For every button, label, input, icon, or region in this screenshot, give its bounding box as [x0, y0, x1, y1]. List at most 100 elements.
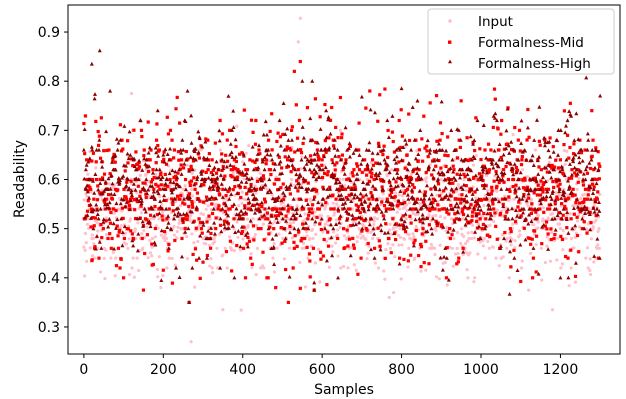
data-point — [334, 222, 339, 226]
data-point — [366, 207, 371, 212]
data-point — [315, 162, 319, 167]
data-point — [361, 180, 366, 184]
data-point — [550, 230, 554, 235]
data-point — [319, 147, 324, 152]
data-point — [375, 217, 379, 221]
data-point — [595, 177, 599, 182]
data-point — [278, 211, 282, 215]
data-point — [209, 231, 213, 236]
data-point — [450, 233, 454, 237]
x-axis: 0 200 400 600 800 1000 1200 — [79, 354, 578, 378]
data-point — [384, 248, 388, 252]
data-point — [240, 170, 245, 174]
data-point — [354, 147, 359, 152]
data-point — [589, 272, 593, 277]
data-point — [126, 227, 130, 231]
data-point — [350, 213, 355, 217]
data-point — [548, 207, 552, 211]
data-point — [121, 197, 126, 202]
data-point — [264, 162, 268, 166]
data-point — [208, 217, 212, 221]
data-point — [212, 177, 217, 182]
data-point — [493, 211, 497, 215]
data-point — [495, 208, 499, 212]
data-point — [316, 247, 321, 251]
data-point — [305, 245, 309, 249]
data-point — [437, 158, 441, 163]
data-point — [161, 152, 166, 157]
data-point — [394, 191, 398, 195]
data-point — [346, 146, 351, 151]
data-point — [538, 143, 542, 147]
data-point — [495, 177, 500, 182]
data-point — [258, 208, 263, 213]
data-point — [121, 147, 125, 151]
data-point — [112, 152, 116, 157]
data-point — [260, 215, 264, 219]
data-point — [419, 245, 424, 249]
data-point — [206, 168, 210, 172]
data-point — [585, 171, 590, 175]
data-point — [415, 177, 419, 182]
data-point — [154, 138, 159, 142]
data-point — [365, 165, 370, 169]
data-point — [106, 193, 111, 197]
data-point — [81, 147, 86, 152]
data-point — [172, 212, 177, 217]
data-point — [184, 149, 188, 154]
data-point — [416, 152, 421, 157]
data-point — [530, 202, 534, 206]
data-point — [232, 202, 236, 207]
data-point — [346, 244, 350, 248]
data-point — [88, 202, 93, 207]
data-point — [400, 223, 404, 227]
data-point — [279, 202, 283, 206]
data-point — [400, 201, 405, 206]
data-point — [597, 177, 601, 181]
data-point — [144, 157, 149, 162]
data-point — [442, 195, 447, 200]
data-point — [318, 115, 322, 119]
data-point — [357, 168, 362, 172]
data-point — [219, 229, 224, 234]
data-point — [145, 225, 149, 229]
data-point — [434, 164, 438, 168]
data-point — [249, 176, 254, 181]
data-point — [511, 172, 516, 177]
data-point — [351, 195, 356, 200]
data-point — [152, 240, 157, 245]
data-point — [331, 175, 336, 180]
data-point — [163, 172, 167, 177]
data-point — [495, 189, 499, 193]
data-point — [481, 244, 485, 248]
data-point — [459, 99, 463, 103]
data-point — [118, 201, 123, 206]
data-point — [357, 196, 362, 201]
data-point — [209, 171, 213, 175]
data-point — [305, 157, 310, 162]
data-point — [383, 277, 387, 281]
data-point — [183, 187, 188, 192]
data-point — [303, 154, 308, 159]
data-point — [95, 212, 100, 217]
data-point — [512, 162, 517, 166]
data-point — [589, 221, 593, 225]
data-point — [335, 233, 339, 237]
data-point — [347, 237, 352, 241]
data-point — [387, 236, 391, 241]
data-point — [137, 268, 141, 273]
data-point — [360, 229, 364, 233]
data-point — [172, 233, 177, 237]
data-point — [511, 177, 516, 182]
data-point — [252, 203, 256, 208]
data-point — [453, 212, 457, 216]
data-point — [140, 232, 144, 236]
data-point — [576, 137, 581, 142]
data-point — [353, 185, 357, 190]
data-point — [469, 168, 474, 173]
data-point — [338, 95, 343, 100]
data-point — [109, 246, 113, 250]
data-point — [337, 155, 341, 159]
data-point — [566, 256, 570, 260]
data-point — [489, 160, 494, 165]
